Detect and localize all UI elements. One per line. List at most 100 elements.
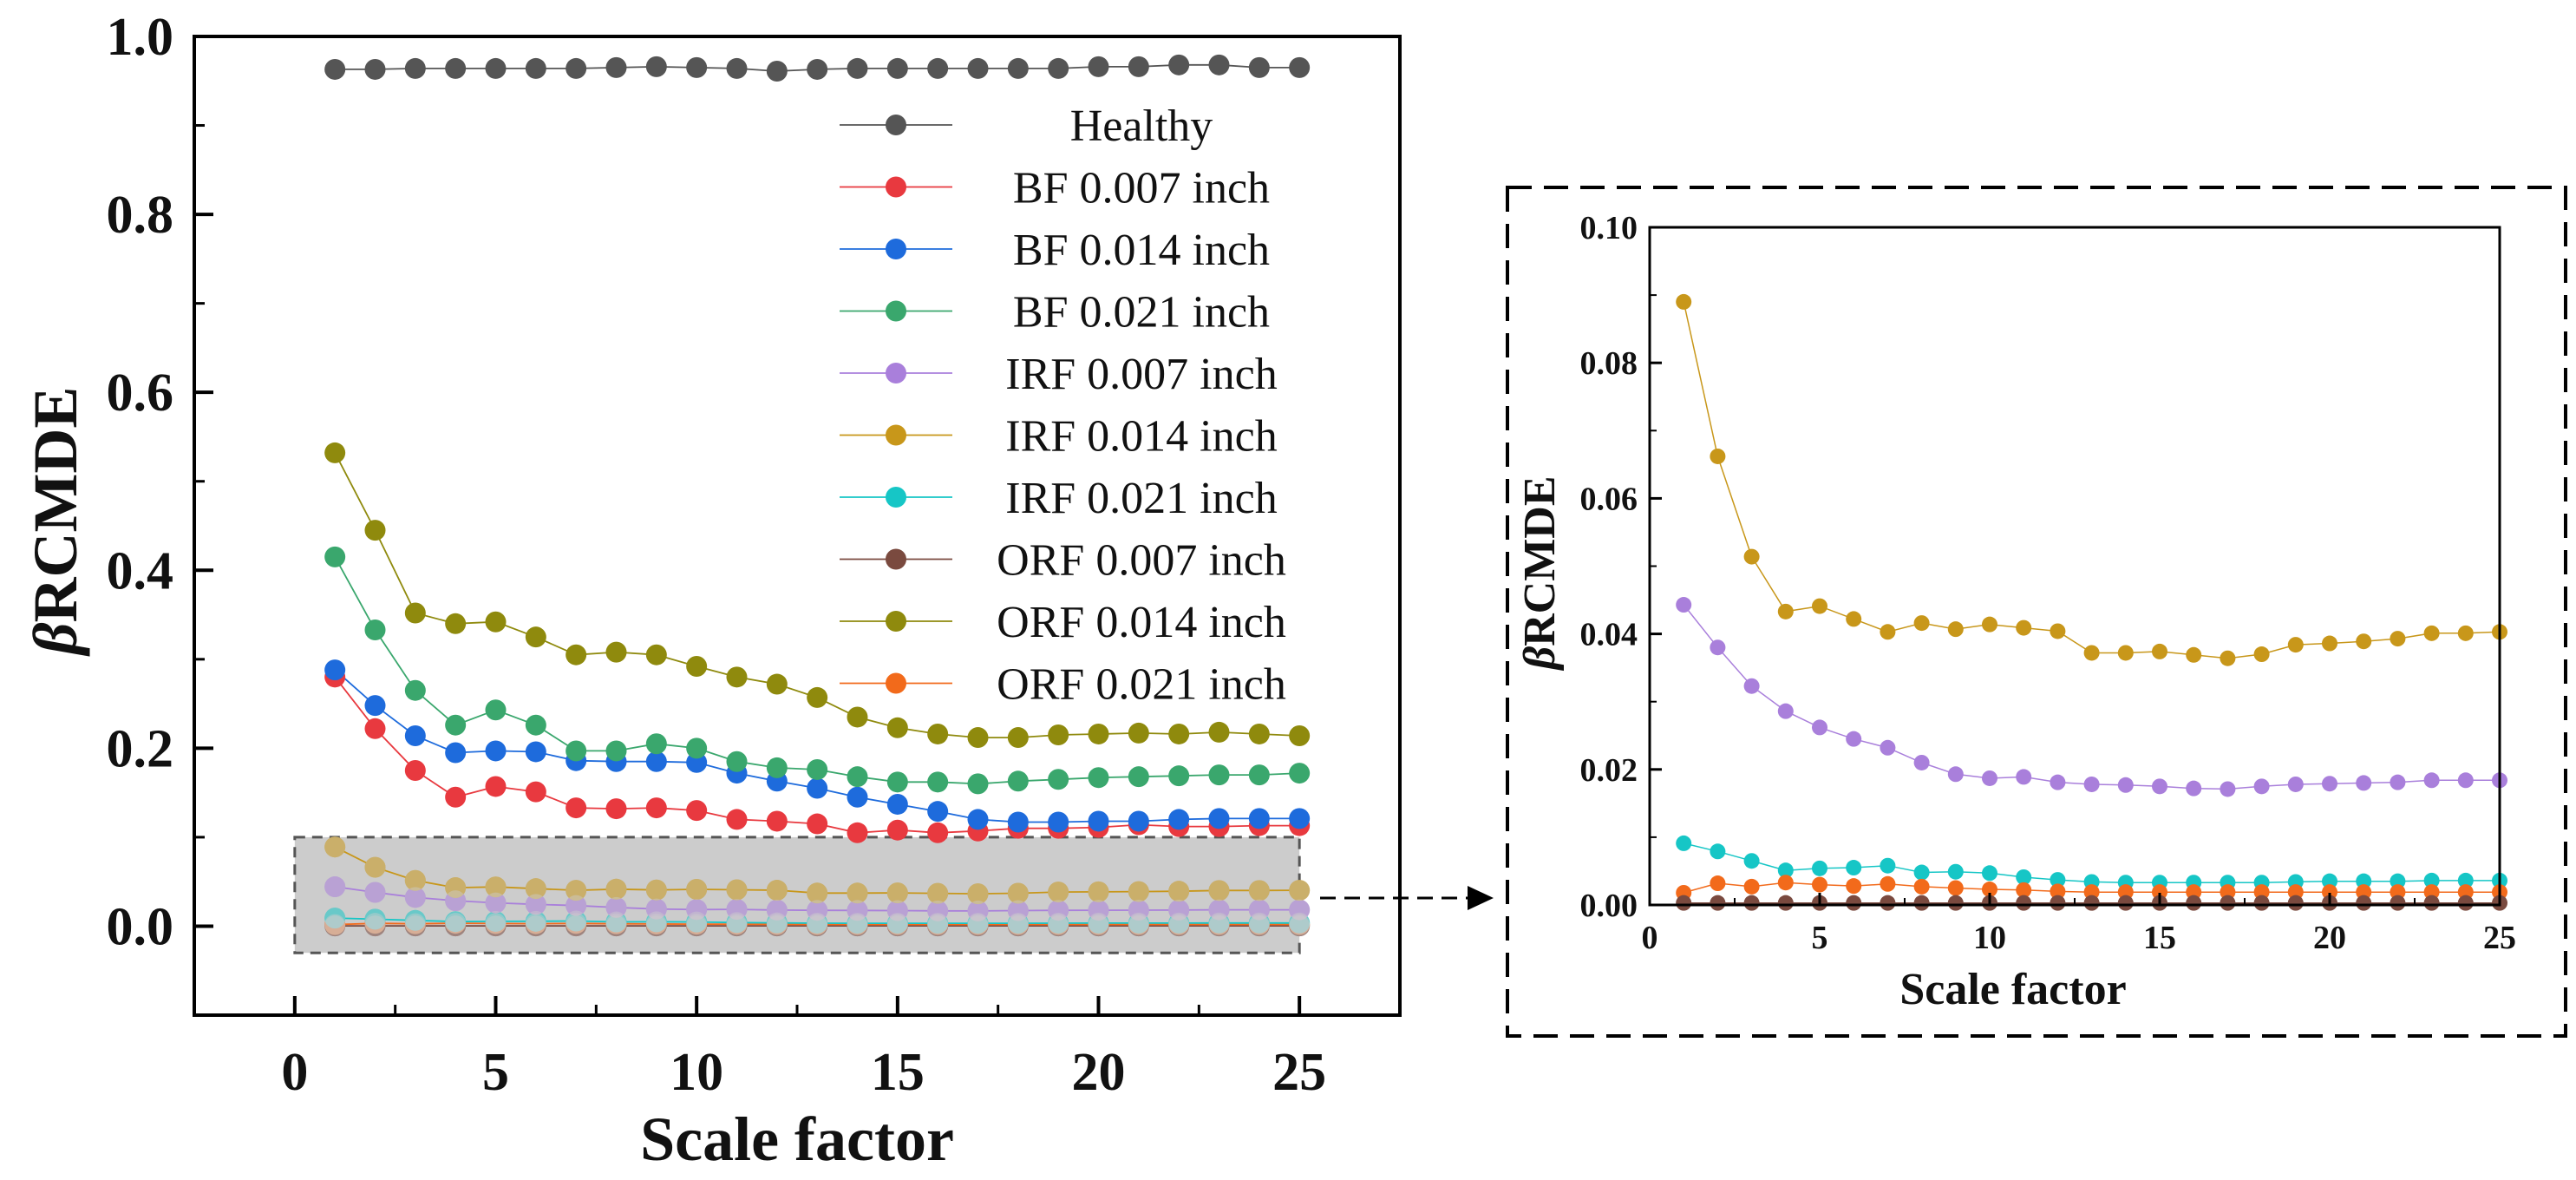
inset-data-point-irf-0-014-inch (2016, 620, 2032, 636)
data-point-irf-0-007-inch (886, 900, 908, 921)
inset-plot: 0.00 0.02 0.04 0.06 0.08 0.10 0 5 10 15 20 25 Scal… (1506, 186, 2567, 1038)
highlight-veil-point (1007, 914, 1029, 935)
highlight-veil-point (605, 915, 627, 937)
highlight-veil-point (1128, 881, 1149, 902)
data-point-healthy (1048, 57, 1069, 79)
data-point-irf-0-021-inch (525, 910, 546, 932)
data-point-orf-0-014-inch (1168, 723, 1190, 744)
legend-item-orf-0-014-inch: ORF 0.014 inch (840, 598, 1286, 647)
highlight-veil-point (404, 869, 426, 891)
highlight-veil-point (1007, 882, 1029, 904)
data-point-healthy (404, 57, 426, 79)
highlight-veil-point (886, 913, 908, 934)
inset-y-tick-label: 0.00 (1580, 888, 1638, 924)
legend-marker (886, 487, 906, 508)
inset-x-tick-label: 15 (2143, 920, 2176, 956)
data-point-bf-0-014-inch (686, 751, 708, 773)
data-point-bf-0-021-inch (967, 773, 989, 795)
data-point-irf-0-021-inch (605, 911, 627, 933)
main-y-axis-ticks: 0.0 0.2 0.4 0.6 0.8 1.0 (107, 8, 213, 956)
inset-data-point-orf-0-021-inch (2287, 884, 2304, 901)
highlight-veil-point (927, 882, 949, 904)
data-point-bf-0-007-inch (605, 798, 627, 820)
highlight-veil-point (1289, 880, 1311, 901)
data-point-bf-0-021-inch (847, 766, 868, 788)
y-tick-label: 1.0 (107, 8, 174, 67)
inset-data-point-irf-0-014-inch (1710, 448, 1726, 464)
legend-label: IRF 0.021 inch (1005, 474, 1277, 523)
highlight-veil-point (445, 890, 467, 912)
data-point-bf-0-021-inch (1007, 770, 1029, 792)
highlight-veil-point (566, 895, 587, 916)
data-point-irf-0-007-inch (967, 900, 989, 921)
data-point-bf-0-007-inch (927, 822, 949, 843)
highlight-veil-point (605, 896, 627, 918)
data-point-bf-0-014-inch (525, 741, 546, 763)
highlight-veil-point (404, 887, 426, 908)
inset-data-point-orf-0-007-inch (2083, 895, 2100, 911)
data-point-irf-0-014-inch (886, 882, 908, 904)
inset-data-point-irf-0-021-inch (1812, 860, 1827, 876)
data-point-irf-0-007-inch (1048, 900, 1069, 921)
inset-data-point-orf-0-007-inch (2457, 895, 2474, 911)
inset-series-line-irf-0-007-inch (1683, 604, 2500, 790)
highlight-veil-point (766, 912, 788, 934)
inset-data-point-irf-0-014-inch (2322, 635, 2337, 652)
x-tick-label: 15 (871, 1043, 925, 1102)
data-point-orf-0-014-inch (605, 641, 627, 663)
highlight-veil-point (605, 878, 627, 900)
data-point-healthy (726, 57, 748, 79)
data-point-bf-0-014-inch (485, 740, 507, 762)
legend-label: ORF 0.021 inch (997, 660, 1286, 710)
inset-x-axis-title: Scale factor (1899, 965, 2126, 1014)
data-point-orf-0-014-inch (726, 666, 748, 688)
data-point-healthy (1168, 54, 1190, 75)
data-point-bf-0-021-inch (686, 738, 708, 759)
highlight-veil-point (364, 913, 386, 934)
data-point-bf-0-007-inch (807, 813, 828, 835)
inset-data-point-orf-0-007-inch (2016, 895, 2032, 911)
data-point-irf-0-014-inch (766, 880, 788, 901)
highlight-veil-point (1128, 915, 1149, 937)
data-point-healthy (927, 57, 949, 79)
inset-data-point-irf-0-007-inch (2152, 778, 2167, 795)
inset-data-point-orf-0-007-inch (2356, 895, 2372, 911)
legend-marker (886, 239, 906, 259)
highlight-veil-point (1248, 912, 1270, 934)
data-point-orf-0-014-inch (766, 673, 788, 695)
data-point-irf-0-014-inch (847, 882, 868, 904)
highlight-veil-point (445, 915, 467, 937)
highlight-veil-point (1208, 880, 1230, 901)
inset-series-points (1676, 293, 2507, 911)
data-point-orf-0-014-inch (566, 644, 587, 665)
inset-data-point-irf-0-014-inch (2117, 645, 2134, 661)
inset-data-point-orf-0-021-inch (2253, 884, 2270, 901)
inset-plot-frame (1648, 226, 2501, 907)
highlight-veil-point (1208, 912, 1230, 934)
inset-data-point-irf-0-021-inch (2016, 869, 2032, 885)
inset-data-point-orf-0-021-inch (2457, 884, 2474, 901)
legend-item-bf-0-007-inch: BF 0.007 inch (840, 164, 1270, 213)
highlight-veil-point (364, 882, 386, 903)
legend-marker (886, 672, 906, 694)
data-point-bf-0-014-inch (1007, 811, 1029, 833)
data-point-bf-0-007-inch (686, 800, 708, 822)
data-point-irf-0-007-inch (766, 899, 788, 921)
data-point-irf-0-007-inch (1289, 899, 1311, 921)
data-point-bf-0-021-inch (927, 771, 949, 793)
inset-data-point-irf-0-021-inch (1880, 857, 1896, 874)
inset-data-point-irf-0-021-inch (2390, 873, 2406, 889)
data-point-irf-0-014-inch (927, 882, 949, 904)
data-point-bf-0-021-inch (1208, 764, 1230, 786)
legend-label: IRF 0.007 inch (1005, 350, 1277, 399)
inset-data-point-irf-0-007-inch (1846, 731, 1862, 747)
inset-x-tick-label: 5 (1812, 920, 1828, 956)
inset-data-point-orf-0-021-inch (2356, 884, 2372, 901)
legend-marker (886, 176, 906, 198)
inset-data-point-irf-0-021-inch (1710, 843, 1726, 860)
inset-data-point-orf-0-021-inch (1710, 875, 1726, 892)
data-point-bf-0-014-inch (1088, 810, 1109, 832)
highlight-veil-point (645, 898, 667, 920)
